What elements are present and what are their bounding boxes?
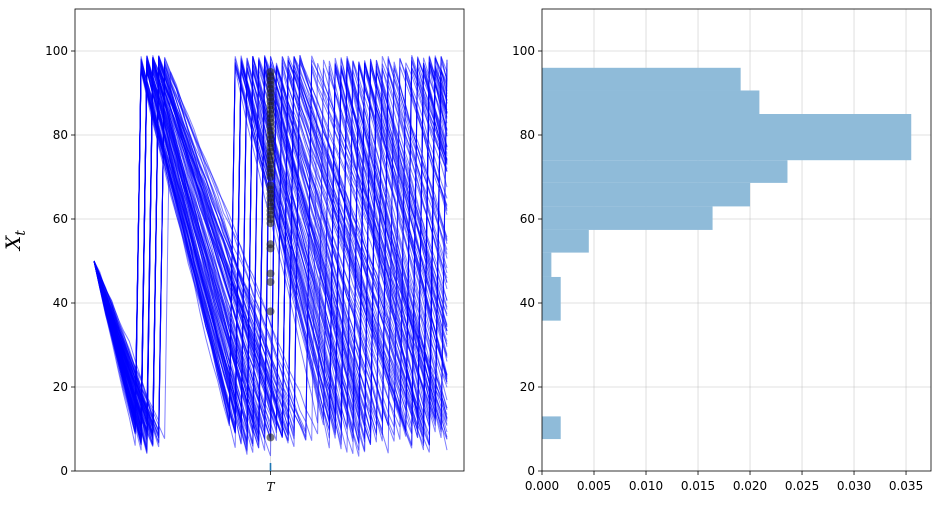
histogram-bar bbox=[542, 229, 589, 253]
terminal-marker bbox=[266, 307, 275, 316]
left-xtick-label: T bbox=[266, 480, 275, 494]
right-ytick-label: 60 bbox=[520, 212, 535, 226]
terminal-marker bbox=[266, 68, 275, 76]
histogram-bar bbox=[542, 206, 713, 230]
sample-path bbox=[93, 55, 448, 451]
left-ylabel: Xt bbox=[1, 230, 29, 252]
left-xticks: T bbox=[266, 463, 275, 494]
histogram-bar bbox=[542, 252, 552, 277]
terminal-marker bbox=[266, 278, 275, 286]
right-xtick-label: 0.030 bbox=[837, 479, 871, 493]
left-ytick-label: 40 bbox=[53, 296, 68, 310]
right-xtick-label: 0.010 bbox=[629, 479, 663, 493]
right-xtick-label: 0.000 bbox=[525, 479, 559, 493]
right-ytick-label: 0 bbox=[527, 464, 535, 478]
right-histogram-bars bbox=[542, 67, 912, 440]
right-ytick-label: 20 bbox=[520, 380, 535, 394]
histogram-bar bbox=[542, 90, 760, 114]
left-panel: 0 20 40 60 80 100 T Xt bbox=[1, 8, 465, 494]
right-xtick-label: 0.025 bbox=[785, 479, 819, 493]
right-ytick-label: 80 bbox=[520, 128, 535, 142]
right-ytick-label: 100 bbox=[512, 44, 535, 58]
right-yticks: 0 20 40 60 80 100 bbox=[512, 44, 542, 478]
left-yticks: 0 20 40 60 80 100 bbox=[45, 44, 75, 478]
left-axes-frame bbox=[74, 8, 465, 472]
right-xtick-label: 0.020 bbox=[733, 479, 767, 493]
sample-path bbox=[93, 55, 448, 438]
terminal-marker bbox=[266, 269, 275, 278]
histogram-bar bbox=[542, 114, 912, 161]
left-ytick-label: 20 bbox=[53, 380, 68, 394]
right-xtick-label: 0.035 bbox=[889, 479, 923, 493]
left-ytick-label: 0 bbox=[60, 464, 68, 478]
left-ytick-label: 80 bbox=[53, 128, 68, 142]
histogram-bar bbox=[542, 182, 751, 207]
sample-path bbox=[93, 59, 448, 439]
right-xtick-label: 0.005 bbox=[577, 479, 611, 493]
left-ytick-label: 60 bbox=[53, 212, 68, 226]
terminal-marker bbox=[266, 181, 275, 190]
left-ytick-label: 100 bbox=[45, 44, 68, 58]
histogram-bar bbox=[542, 67, 741, 91]
terminal-marker bbox=[266, 433, 275, 442]
histogram-bar bbox=[542, 276, 561, 321]
right-axes-frame bbox=[541, 8, 932, 472]
histogram-bar bbox=[542, 416, 561, 440]
left-markers bbox=[266, 68, 275, 442]
right-xticks: 0.000 0.005 0.010 0.015 0.020 0.025 0.030 0.035 bbox=[525, 471, 923, 493]
terminal-marker bbox=[266, 240, 275, 249]
histogram-bar bbox=[542, 160, 788, 183]
right-ytick-label: 40 bbox=[520, 296, 535, 310]
right-xtick-label: 0.015 bbox=[681, 479, 715, 493]
